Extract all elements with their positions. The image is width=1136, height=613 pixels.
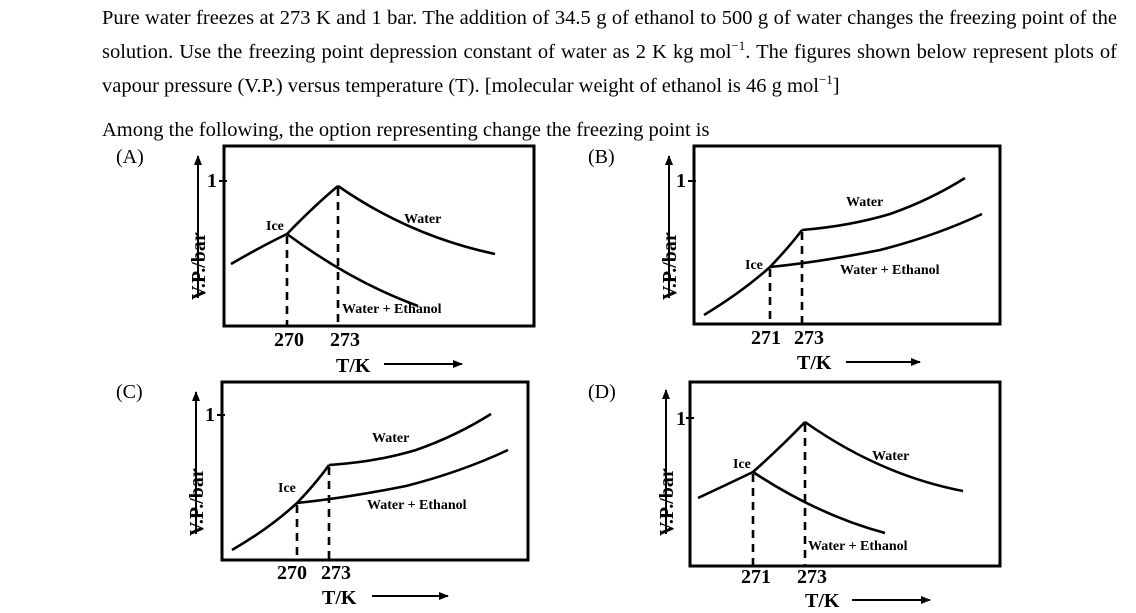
question-part: ]	[832, 74, 840, 97]
t-high-label: 273	[330, 329, 360, 351]
t-low-label: 270	[277, 562, 307, 584]
solution-curve	[286, 232, 419, 308]
ice-label: Ice	[745, 258, 763, 273]
solution-label: Water + Ethanol	[840, 263, 940, 278]
solution-label: Water + Ethanol	[342, 302, 442, 317]
solution-curve	[769, 212, 983, 269]
water-curve	[801, 176, 966, 232]
question-part: Pure water freezes at 273 K and 1 bar. T…	[102, 7, 1117, 63]
water-curve	[337, 184, 496, 256]
t-high-label: 273	[794, 327, 824, 349]
water-label: Water	[846, 195, 883, 210]
y-tick-label: 1	[207, 170, 217, 192]
option-label: (C)	[116, 381, 143, 403]
x-axis-label: T/K	[336, 355, 371, 377]
y-axis-label: V.P./bar	[656, 468, 678, 536]
t-low-label: 271	[751, 327, 781, 349]
t-high-label: 273	[797, 566, 827, 588]
t-low-label: 270	[274, 329, 304, 351]
question-prompt: Among the following, the option represen…	[102, 119, 710, 141]
option-label: (B)	[588, 146, 615, 168]
y-tick-label: 1	[676, 408, 686, 430]
question-text: Pure water freezes at 273 K and 1 bar. T…	[102, 4, 1117, 100]
water-label: Water	[372, 431, 409, 446]
plot-frame	[222, 144, 536, 328]
superscript: −1	[731, 38, 746, 53]
solution-label: Water + Ethanol	[808, 539, 908, 554]
t-high-label: 273	[321, 562, 351, 584]
t-low-label: 271	[741, 566, 771, 588]
y-axis-label: V.P./bar	[188, 232, 210, 300]
option-label: (A)	[116, 146, 144, 168]
option-b[interactable]: (B) V.P./bar 1 Ice Water Water + Ethanol…	[588, 144, 1002, 374]
question-part: . The figures shown below represent plot…	[102, 40, 1117, 97]
y-axis-label: V.P./bar	[659, 232, 681, 300]
ice-curve	[231, 464, 331, 552]
ice-curve	[703, 229, 804, 317]
ice-label: Ice	[278, 481, 296, 496]
plot-frame	[220, 380, 530, 562]
option-c[interactable]: (C) V.P./bar 1 Ice Water Water + Ethanol…	[116, 380, 530, 609]
question-paragraph: Pure water freezes at 273 K and 1 bar. T…	[102, 4, 1117, 100]
x-axis-label: T/K	[797, 352, 832, 374]
water-label: Water	[872, 449, 909, 464]
x-axis-label: T/K	[322, 587, 357, 609]
option-d[interactable]: (D) V.P./bar 1 Ice Water Water + Ethanol…	[588, 380, 1002, 612]
option-label: (D)	[588, 381, 616, 403]
ice-label: Ice	[266, 219, 284, 234]
y-tick-label: 1	[676, 170, 686, 192]
solution-label: Water + Ethanol	[367, 498, 467, 513]
superscript: −1	[818, 71, 833, 87]
solution-curve	[752, 470, 886, 535]
water-curve	[328, 412, 492, 467]
plot-frame	[692, 144, 1002, 326]
y-tick-label: 1	[205, 404, 215, 426]
ice-curve	[230, 185, 339, 266]
ice-label: Ice	[733, 457, 751, 472]
y-axis-label: V.P./bar	[186, 468, 208, 536]
water-label: Water	[404, 212, 441, 227]
water-curve	[804, 420, 964, 493]
plot-frame	[688, 380, 1002, 568]
option-a[interactable]: (A) V.P./bar 1 Ice Water Water + Ethanol…	[116, 144, 536, 377]
ice-curve	[697, 421, 806, 500]
x-axis-label: T/K	[805, 590, 840, 612]
